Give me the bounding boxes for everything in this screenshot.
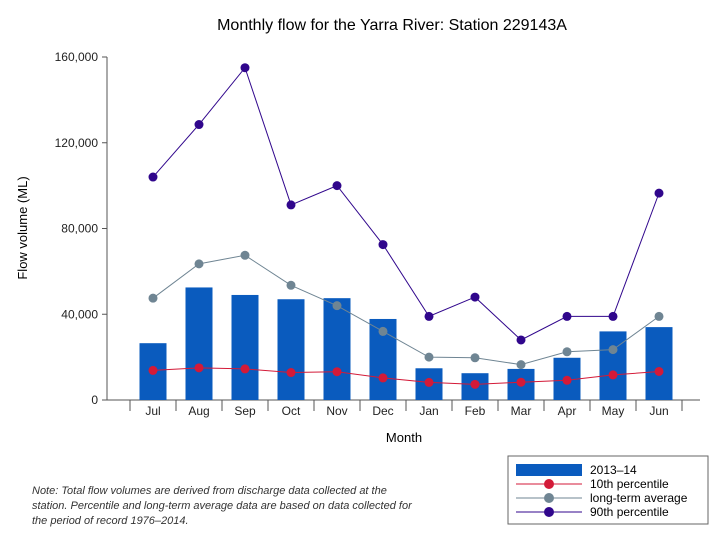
data-point (516, 360, 526, 370)
data-point (332, 367, 342, 377)
legend-swatch (516, 464, 582, 476)
chart-title: Monthly flow for the Yarra River: Statio… (217, 17, 567, 34)
data-point (470, 353, 480, 363)
data-point (424, 311, 434, 321)
data-point (194, 259, 204, 269)
data-point (286, 368, 296, 378)
data-point (194, 120, 204, 130)
data-point (378, 326, 388, 336)
legend-marker (544, 507, 554, 517)
bar (277, 299, 305, 400)
y-axis-label: Flow volume (ML) (15, 176, 30, 279)
data-point (194, 363, 204, 373)
x-tick-label: Jun (649, 404, 668, 418)
x-tick-label: Mar (511, 404, 532, 418)
x-tick-label: Sep (234, 404, 256, 418)
data-point (470, 292, 480, 302)
y-tick-label: 40,000 (61, 307, 98, 321)
data-point (240, 63, 250, 73)
legend-label: 2013–14 (590, 463, 637, 477)
x-tick-label: May (602, 404, 625, 418)
chart-note: Note: Total flow volumes are derived fro… (32, 485, 412, 527)
data-point (286, 280, 296, 290)
data-point (654, 311, 664, 321)
y-tick-label: 160,000 (55, 50, 99, 64)
legend-label: 10th percentile (590, 477, 669, 491)
data-point (654, 188, 664, 198)
data-point (332, 301, 342, 311)
x-tick-label: Oct (282, 404, 301, 418)
data-point (424, 352, 434, 362)
x-tick-label: Feb (465, 404, 486, 418)
data-point (148, 172, 158, 182)
data-point (148, 365, 158, 375)
data-point (148, 293, 158, 303)
bar (599, 331, 627, 400)
series-line (152, 367, 660, 385)
x-tick-label: Jan (419, 404, 438, 418)
x-tick-label: Jul (145, 404, 160, 418)
x-tick-label: Nov (326, 404, 347, 418)
bar (231, 294, 259, 400)
data-point (608, 311, 618, 321)
data-point (516, 335, 526, 345)
data-point (286, 200, 296, 210)
y-tick-label: 120,000 (55, 136, 99, 150)
legend-label: 90th percentile (590, 505, 669, 519)
data-point (562, 375, 572, 385)
y-tick-label: 0 (91, 393, 98, 407)
data-point (378, 240, 388, 250)
data-point (470, 379, 480, 389)
legend-marker (544, 479, 554, 489)
data-point (378, 373, 388, 383)
series-line (152, 254, 660, 366)
bar (323, 298, 351, 400)
legend-marker (544, 493, 554, 503)
legend-label: long-term average (590, 491, 688, 505)
y-tick-label: 80,000 (61, 222, 98, 236)
data-point (424, 377, 434, 387)
data-point (608, 345, 618, 355)
bar (185, 287, 213, 400)
x-axis-label: Month (386, 430, 422, 445)
data-point (516, 377, 526, 387)
plot-area: 0 40,000 80,000 120,000 160,000 Jul Aug Sep Oct N… (55, 50, 700, 418)
x-tick-label: Aug (188, 404, 209, 418)
data-point (608, 370, 618, 380)
data-point (332, 181, 342, 191)
x-tick-label: Apr (558, 404, 577, 418)
data-point (562, 347, 572, 357)
data-point (562, 311, 572, 321)
bar (645, 327, 673, 400)
x-tick-label: Dec (372, 404, 393, 418)
series-line (152, 66, 660, 341)
data-point (654, 366, 664, 376)
data-point (240, 250, 250, 260)
data-point (240, 364, 250, 374)
